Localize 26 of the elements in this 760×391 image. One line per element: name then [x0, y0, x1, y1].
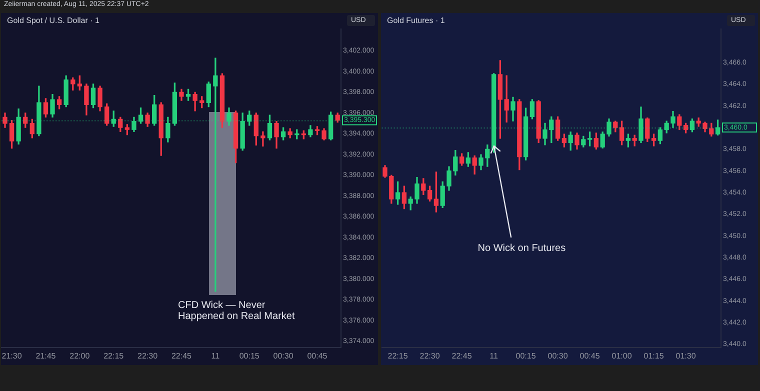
x-tick-label: 22:15 — [388, 351, 408, 360]
chart-title: Gold Futures · 1 — [387, 16, 445, 25]
x-tick-label: 22:45 — [171, 351, 192, 360]
x-tick-label: 22:00 — [70, 351, 90, 360]
x-tick-label: 22:45 — [452, 351, 472, 360]
x-tick-label: 00:30 — [548, 351, 568, 360]
annotation: CFD Wick — Never Happened on Real Market — [178, 300, 295, 322]
candlestick — [260, 131, 266, 147]
candlestick — [213, 58, 218, 292]
x-tick-label: 01:15 — [644, 351, 664, 360]
x-tick-label: 21:45 — [36, 351, 56, 360]
x-tick-label: 22:15 — [104, 351, 124, 360]
annotation: No Wick on Futures — [478, 242, 566, 254]
chart-title: Gold Spot / U.S. Dollar · 1 — [7, 16, 100, 25]
x-tick-label: 00:45 — [580, 351, 600, 360]
x-tick-label: 00:15 — [516, 351, 536, 360]
x-tick-label: 11 — [490, 351, 498, 360]
x-tick-label: 11 — [211, 351, 220, 360]
x-tick-label: 01:30 — [676, 351, 696, 360]
x-tick-label: 01:00 — [612, 351, 632, 360]
x-tick-label: 22:30 — [138, 351, 158, 360]
x-tick-label: 21:30 — [2, 351, 22, 360]
x-tick-label: 00:15 — [239, 351, 260, 360]
x-tick-label: 22:30 — [420, 351, 440, 360]
x-tick-label: 00:30 — [273, 351, 294, 360]
x-tick-label: 00:45 — [307, 351, 328, 360]
